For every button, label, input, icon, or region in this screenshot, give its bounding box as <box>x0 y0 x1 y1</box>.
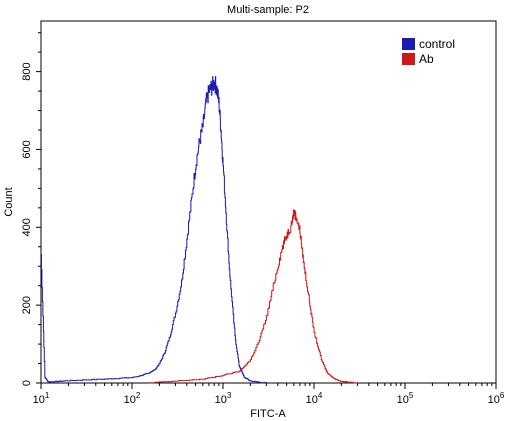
data-series <box>41 76 358 384</box>
x-tick-label: 105 <box>397 391 414 406</box>
y-tick-label: 600 <box>21 140 33 158</box>
plot-frame <box>40 20 497 384</box>
x-tick-label: 103 <box>215 391 232 406</box>
series-line-control <box>41 76 267 384</box>
legend-label: control <box>419 37 455 51</box>
y-axis-title: Count <box>3 187 15 216</box>
x-axis: 101 102 103 104 105 106 <box>33 383 505 406</box>
x-tick-label: 106 <box>488 391 505 406</box>
x-tick-label: 102 <box>124 391 141 406</box>
legend-swatch-ab <box>402 53 415 65</box>
y-tick-label: 400 <box>21 218 33 236</box>
y-tick-label: 800 <box>21 62 33 80</box>
legend-label: Ab <box>419 52 434 66</box>
x-tick-label: 101 <box>33 391 50 406</box>
y-tick-label: 0 <box>21 380 33 386</box>
legend-swatch-control <box>402 38 415 50</box>
x-axis-title: FITC-A <box>250 408 286 420</box>
chart-title: Multi-sample: P2 <box>227 4 309 16</box>
y-tick-label: 200 <box>21 296 33 314</box>
x-tick-label: 104 <box>306 391 323 406</box>
series-line-ab <box>148 209 358 384</box>
y-axis: 0 200 400 600 800 <box>21 32 41 386</box>
